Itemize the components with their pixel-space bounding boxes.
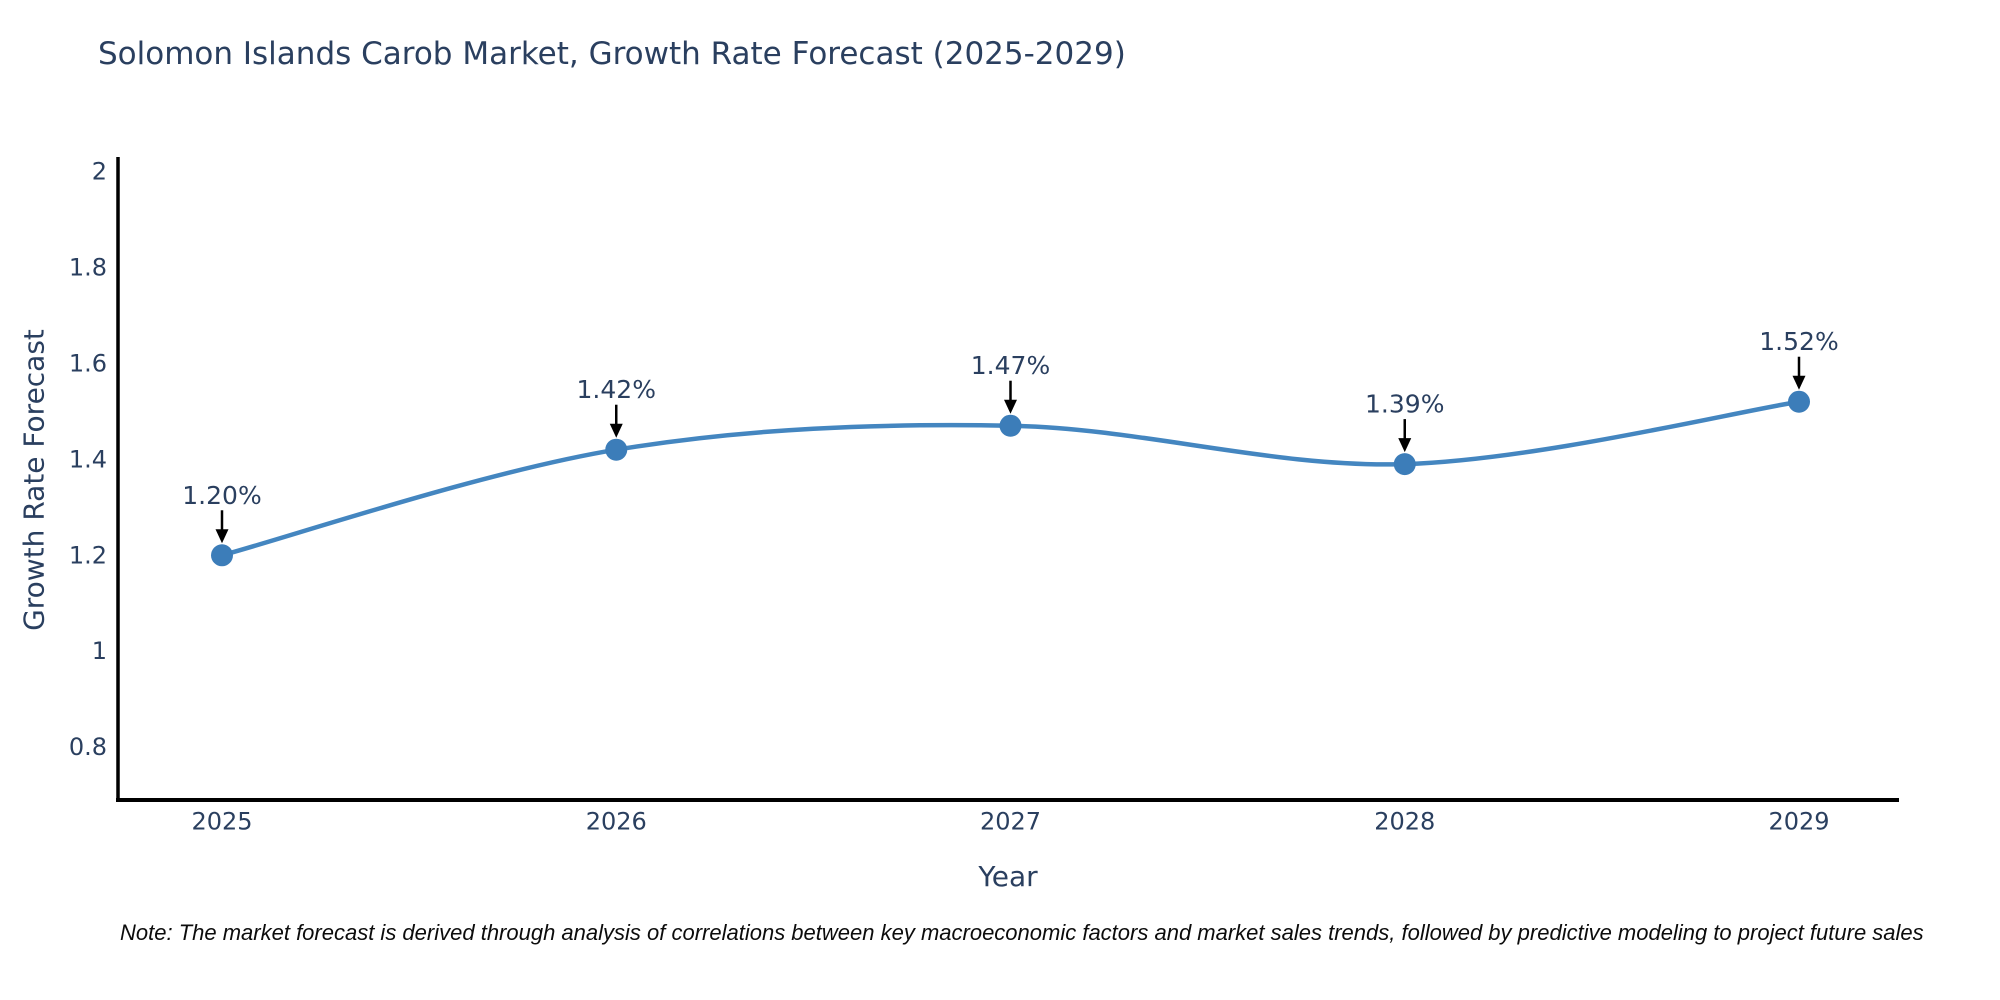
annotation-label: 1.39% — [1365, 390, 1444, 419]
data-point[interactable] — [1788, 390, 1810, 413]
data-point[interactable] — [1393, 453, 1416, 476]
y-tick-label: 1.8 — [69, 253, 107, 281]
annotation-arrowhead — [215, 529, 229, 544]
annotation-arrowhead — [609, 423, 623, 438]
annotation-arrowhead — [1398, 438, 1412, 453]
footnote: Note: The market forecast is derived thr… — [120, 920, 1924, 945]
annotation-label: 1.47% — [971, 351, 1050, 380]
data-point[interactable] — [999, 414, 1022, 437]
x-axis-title: Year — [978, 860, 1038, 893]
annotation-label: 1.42% — [577, 375, 656, 404]
y-axis-title: Growth Rate Forecast — [17, 329, 51, 631]
y-tick-label: 1.6 — [69, 349, 107, 377]
data-point[interactable] — [605, 438, 628, 461]
annotation-label: 1.52% — [1759, 327, 1838, 356]
x-tick-label: 2027 — [980, 808, 1041, 836]
chart-title: Solomon Islands Carob Market, Growth Rat… — [98, 36, 1126, 72]
y-tick-label: 2 — [92, 157, 107, 185]
annotation-arrowhead — [1004, 399, 1017, 414]
annotation-label: 1.20% — [182, 481, 261, 510]
x-tick-label: 2028 — [1374, 808, 1435, 836]
y-tick-label: 0.8 — [69, 733, 107, 761]
y-tick-label: 1.2 — [69, 541, 107, 569]
data-point[interactable] — [211, 544, 233, 567]
annotation-arrowhead — [1792, 375, 1806, 390]
y-tick-label: 1 — [92, 637, 107, 665]
x-tick-label: 2025 — [191, 808, 252, 836]
x-tick-label: 2026 — [586, 808, 647, 836]
y-tick-label: 1.4 — [69, 445, 107, 473]
x-tick-label: 2029 — [1768, 808, 1829, 836]
